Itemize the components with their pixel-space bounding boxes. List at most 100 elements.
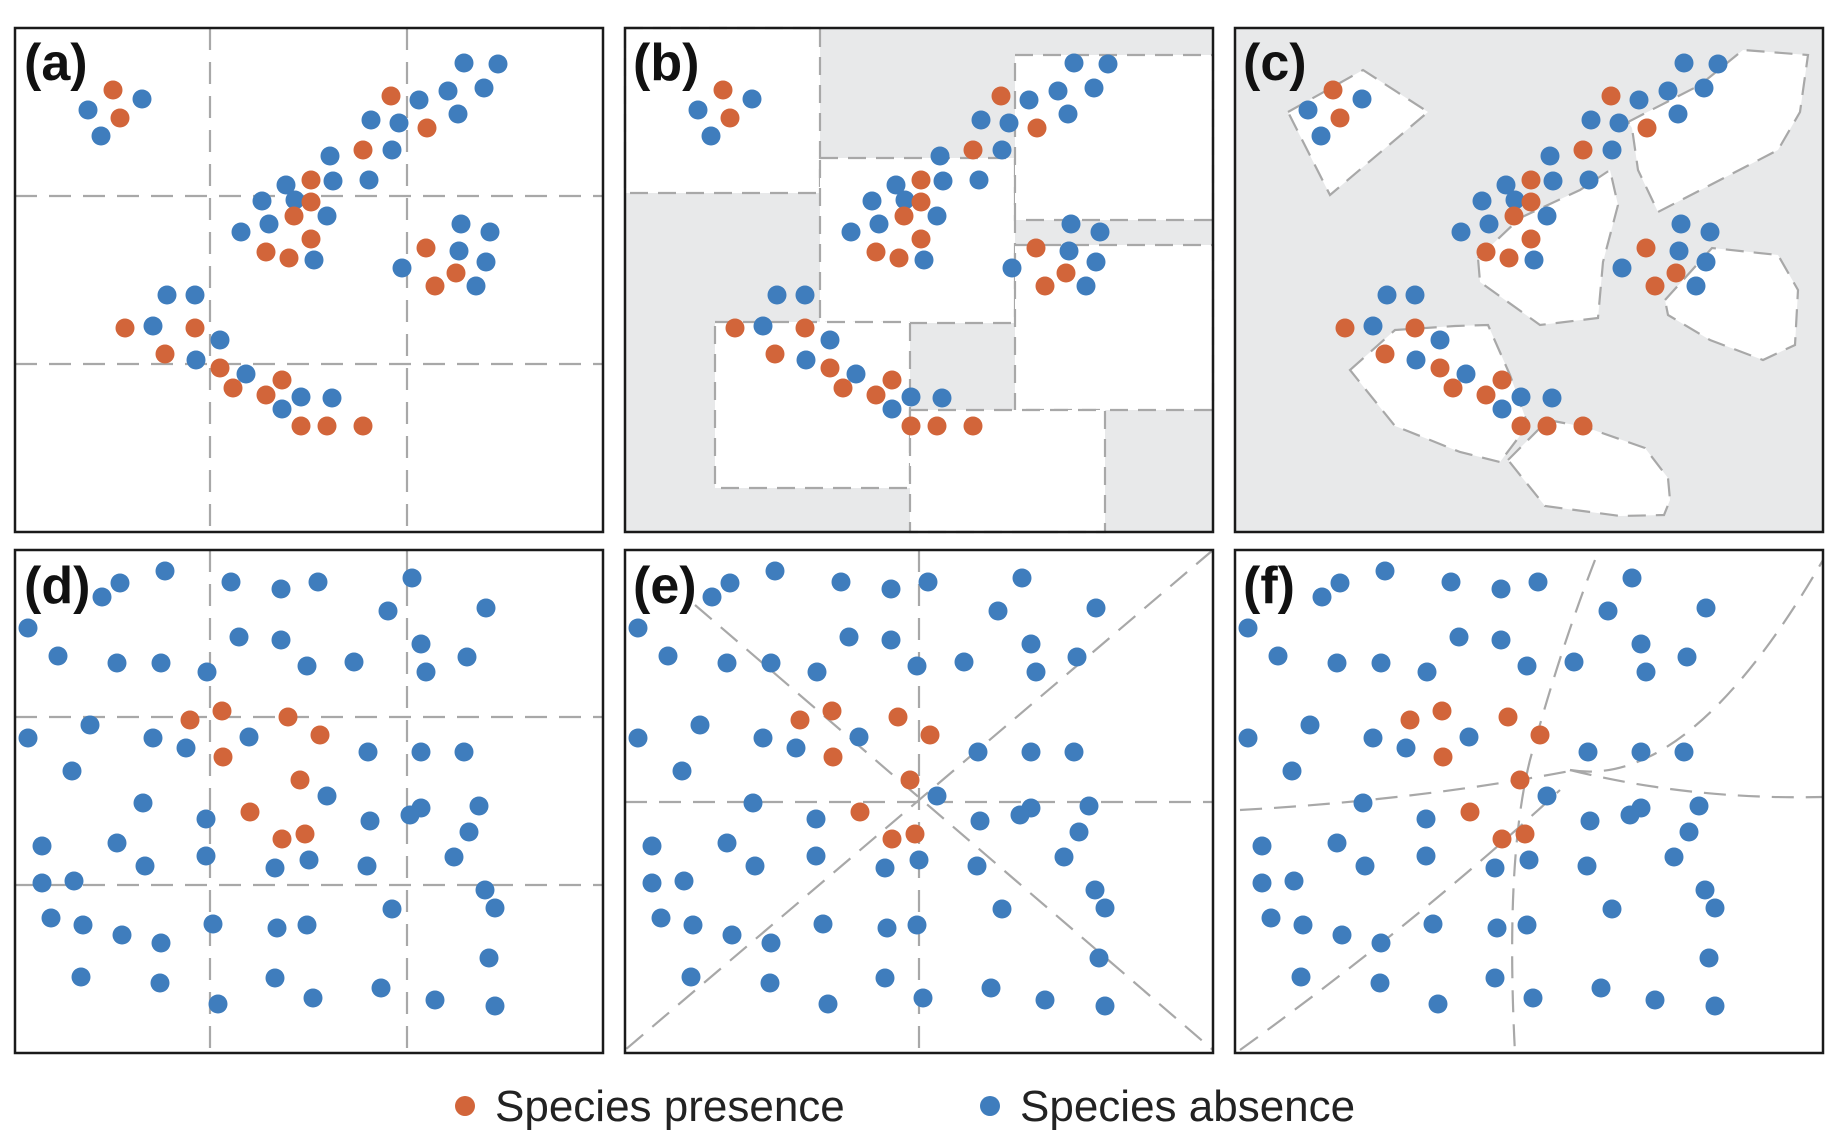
site-c-8-presence [1601,86,1621,106]
cluster-hull-c-3 [1476,168,1620,327]
site-c-34-absence [1671,214,1691,234]
site-c-51-presence [1430,358,1450,378]
site-d-28-absence [358,742,378,762]
site-d-2-absence [155,561,175,581]
site-a-35-absence [480,222,500,242]
site-d-29-absence [411,742,431,762]
site-b-24-absence [895,190,915,210]
site-a-21-presence [301,170,321,190]
site-c-29-absence [1451,222,1471,242]
panel-frame-f [1233,548,1825,1055]
site-d-62-absence [208,994,228,1014]
site-c-9-absence [1629,90,1649,110]
site-f-30-absence [1674,742,1694,762]
panel-frame-c [1233,26,1825,534]
panel-label-c: (c) [1243,34,1307,92]
site-b-14-presence [1027,118,1047,138]
site-b-51-presence [820,358,840,378]
site-e-47-absence [967,856,987,876]
site-c-24-absence [1505,190,1525,210]
site-e-65-absence [981,978,1001,998]
legend-presence-marker [455,1096,475,1116]
site-e-62-absence [818,994,838,1014]
site-d-41-absence [32,873,52,893]
site-f-27-absence [1459,727,1479,747]
site-e-72-presence [920,725,940,745]
site-e-36-absence [642,836,662,856]
site-f-19-absence [1631,634,1651,654]
site-c-19-absence [1579,170,1599,190]
site-e-4-absence [831,572,851,592]
site-f-56-absence [1517,915,1537,935]
site-c-57-absence [1542,388,1562,408]
site-c-7-absence [1708,54,1728,74]
site-d-65-absence [371,978,391,998]
site-c-20-absence [1496,175,1516,195]
site-a-2-absence [132,89,152,109]
site-d-20-absence [416,662,436,682]
site-c-53-presence [1443,378,1463,398]
site-e-18-absence [954,652,974,672]
site-f-54-absence [1423,914,1443,934]
site-d-50-absence [41,908,61,928]
site-d-49-absence [475,880,495,900]
panel-frame-a [13,26,605,534]
site-a-33-absence [304,250,324,270]
site-b-43-absence [767,285,787,305]
site-d-51-absence [73,915,93,935]
site-e-52-absence [722,925,742,945]
site-f-10-absence [1238,618,1258,638]
site-d-68-presence [180,710,200,730]
site-e-49-absence [1085,880,1105,900]
site-e-32-absence [927,786,947,806]
site-a-6-absence [454,53,474,73]
site-e-44-absence [806,846,826,866]
site-a-51-presence [210,358,230,378]
site-d-8-absence [378,601,398,621]
site-c-26-absence [1479,214,1499,234]
site-f-63-absence [1485,968,1505,988]
site-c-37-absence [1669,241,1689,261]
site-f-55-absence [1487,918,1507,938]
site-b-60-presence [927,416,947,436]
site-d-47-absence [357,856,377,876]
site-d-18-absence [344,652,364,672]
site-f-36-absence [1252,836,1272,856]
site-b-28-absence [927,206,947,226]
site-f-3-absence [1312,587,1332,607]
site-c-18-absence [1602,140,1622,160]
site-e-73-presence [900,770,920,790]
site-d-46-absence [299,850,319,870]
site-e-50-absence [651,908,671,928]
panel-label-a: (a) [24,34,88,92]
site-d-16-absence [271,630,291,650]
site-a-52-absence [236,364,256,384]
site-e-25-absence [672,761,692,781]
site-e-3-absence [702,587,722,607]
site-f-46-absence [1519,850,1539,870]
site-a-30-presence [301,229,321,249]
site-e-76-presence [905,824,925,844]
site-c-5-absence [1311,126,1331,146]
legend-absence-marker [980,1096,1000,1116]
site-e-51-absence [683,915,703,935]
site-b-30-presence [911,229,931,249]
site-a-60-presence [317,416,337,436]
site-a-47-presence [185,318,205,338]
site-e-55-absence [877,918,897,938]
site-d-31-absence [176,738,196,758]
site-b-48-absence [820,330,840,350]
site-a-23-absence [252,191,272,211]
site-b-37-absence [1059,241,1079,261]
site-c-30-presence [1521,229,1541,249]
site-a-9-absence [409,90,429,110]
site-a-39-absence [392,258,412,278]
site-f-20-absence [1636,662,1656,682]
site-e-56-absence [907,915,927,935]
partition-curve-f-5 [1569,768,1824,799]
site-c-2-absence [1352,89,1372,109]
site-c-45-presence [1335,318,1355,338]
site-a-42-absence [466,276,486,296]
site-b-46-absence [753,316,773,336]
site-c-16-absence [1540,146,1560,166]
